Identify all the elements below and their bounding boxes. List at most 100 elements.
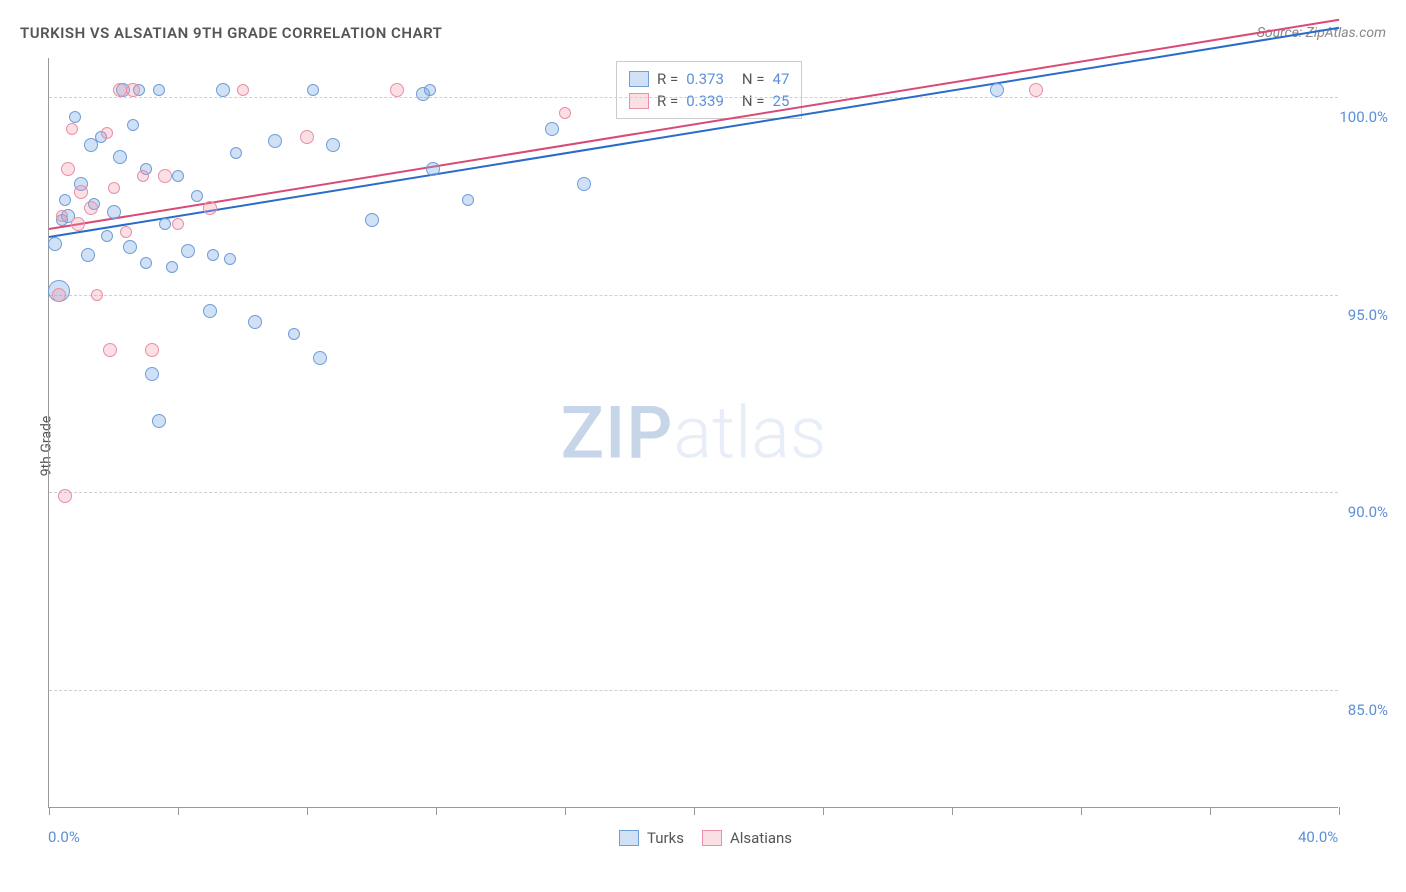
scatter-point [123,240,137,254]
y-tick-label: 85.0% [1348,701,1388,719]
scatter-point [120,226,132,238]
scatter-point [172,218,184,230]
trend-line [49,19,1339,230]
scatter-point [107,205,121,219]
scatter-point [126,83,140,97]
scatter-point [158,169,172,183]
scatter-point [559,107,571,119]
scatter-point [101,127,113,139]
x-tick [307,807,308,815]
scatter-point [71,217,85,231]
scatter-point [390,83,404,97]
legend-r-label: R = [657,70,678,88]
scatter-point [313,351,327,365]
scatter-point [1029,83,1043,97]
stats-legend-row: R = 0.339N = 25 [629,90,789,112]
scatter-point [69,111,81,123]
gridline-h [49,690,1338,691]
scatter-point [159,218,171,230]
gridline-h [49,97,1338,98]
x-tick [49,807,50,815]
scatter-point [326,138,340,152]
watermark-zip: ZIP [561,390,674,475]
x-tick [694,807,695,815]
x-tick [1210,807,1211,815]
scatter-point [288,328,300,340]
watermark: ZIPatlas [561,390,827,475]
x-tick [952,807,953,815]
legend-swatch [619,830,639,846]
scatter-point [268,134,282,148]
legend-n-label: N = [742,70,765,88]
x-tick [823,807,824,815]
gridline-h [49,295,1338,296]
series-name: Turks [647,829,684,847]
legend-r-label: R = [657,92,678,110]
x-tick [1339,807,1340,815]
scatter-point [101,230,113,242]
series-name: Alsatians [730,829,792,847]
scatter-point [424,84,436,96]
scatter-point [172,170,184,182]
scatter-point [127,119,139,131]
scatter-point [91,289,103,301]
scatter-point [145,367,159,381]
chart-title: TURKISH VS ALSATIAN 9TH GRADE CORRELATIO… [20,24,442,42]
legend-swatch [629,71,649,87]
series-legend: Turks Alsatians [619,827,792,849]
scatter-point [140,257,152,269]
scatter-point [61,162,75,176]
scatter-point [59,194,71,206]
scatter-point [66,123,78,135]
legend-swatch [702,830,722,846]
y-tick-label: 95.0% [1348,306,1388,324]
watermark-atlas: atlas [673,390,826,475]
x-tick-label: 0.0% [48,828,80,846]
scatter-point [58,489,72,503]
scatter-point [203,201,217,215]
scatter-point [74,185,88,199]
scatter-point [153,84,165,96]
scatter-point [137,170,149,182]
x-tick [565,807,566,815]
scatter-point [224,253,236,265]
scatter-point [203,304,217,318]
scatter-point [145,343,159,357]
scatter-point [81,248,95,262]
legend-n-label: N = [742,92,765,110]
series-legend-item: Alsatians [702,827,792,849]
scatter-point [103,343,117,357]
scatter-point [248,315,262,329]
trend-line [49,26,1339,237]
scatter-point [113,83,127,97]
scatter-point [84,201,98,215]
scatter-point [577,177,591,191]
scatter-point [191,190,203,202]
scatter-point [230,147,242,159]
gridline-h [49,492,1338,493]
scatter-point [426,162,440,176]
scatter-point [990,83,1004,97]
scatter-point [48,237,62,251]
scatter-point [300,130,314,144]
x-tick [436,807,437,815]
scatter-point [307,84,319,96]
scatter-point [207,249,219,261]
legend-swatch [629,93,649,109]
scatter-point [237,84,249,96]
scatter-point [462,194,474,206]
legend-n-value: 47 [773,70,790,88]
scatter-point [545,122,559,136]
scatter-point [56,210,68,222]
scatter-point [52,288,66,302]
x-tick-label: 40.0% [1298,828,1338,846]
scatter-point [181,244,195,258]
scatter-point [152,414,166,428]
stats-legend-row: R = 0.373N = 47 [629,68,789,90]
x-tick [178,807,179,815]
x-tick [1081,807,1082,815]
scatter-point [166,261,178,273]
scatter-point [216,83,230,97]
plot-area: ZIPatlas R = 0.373N = 47R = 0.339N = 25 … [48,58,1338,808]
scatter-point [108,182,120,194]
